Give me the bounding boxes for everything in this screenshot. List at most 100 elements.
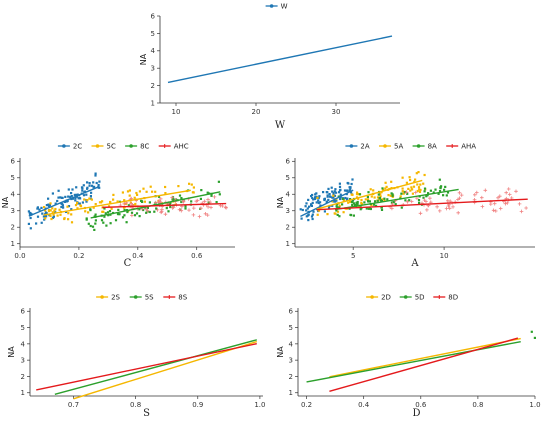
data-point bbox=[349, 198, 352, 201]
y-tick-label: 2 bbox=[11, 224, 15, 232]
data-point bbox=[368, 206, 371, 209]
data-point bbox=[358, 193, 362, 196]
legend-swatch-marker bbox=[95, 144, 100, 148]
data-point bbox=[94, 222, 97, 225]
data-point bbox=[514, 189, 518, 194]
data-point bbox=[416, 189, 419, 193]
legend-swatch-marker bbox=[349, 144, 354, 148]
data-point bbox=[200, 189, 203, 192]
data-point bbox=[368, 200, 371, 203]
data-point bbox=[339, 197, 342, 201]
y-axis-label: NA bbox=[276, 346, 285, 358]
data-point bbox=[427, 192, 430, 195]
data-point bbox=[349, 186, 352, 189]
data-point bbox=[507, 192, 512, 197]
x-tick-label: 30 bbox=[332, 108, 341, 116]
y-tick-label: 3 bbox=[21, 357, 25, 365]
data-point bbox=[383, 197, 386, 200]
data-point bbox=[67, 188, 70, 191]
data-point bbox=[314, 196, 317, 199]
data-point bbox=[366, 198, 370, 201]
data-point bbox=[336, 213, 339, 216]
data-point bbox=[153, 200, 158, 205]
legend-item: 2A bbox=[345, 143, 370, 151]
y-tick-label: 4 bbox=[289, 340, 294, 348]
data-point bbox=[138, 208, 141, 211]
data-point bbox=[109, 213, 112, 216]
legend-item: AHA bbox=[446, 143, 476, 151]
data-point bbox=[310, 204, 313, 207]
data-point bbox=[110, 207, 113, 210]
data-point bbox=[472, 198, 477, 202]
data-point bbox=[135, 191, 138, 195]
data-point bbox=[418, 190, 422, 193]
data-point bbox=[212, 195, 217, 199]
data-point bbox=[53, 209, 56, 212]
legend-item: AHC bbox=[158, 143, 189, 151]
data-point bbox=[93, 228, 96, 231]
data-point bbox=[35, 222, 38, 225]
data-point bbox=[426, 194, 429, 197]
legend-swatch-marker bbox=[129, 144, 133, 148]
data-point bbox=[422, 196, 425, 199]
data-point bbox=[107, 214, 110, 217]
data-point bbox=[84, 210, 87, 213]
data-point bbox=[123, 214, 126, 217]
data-point bbox=[48, 204, 51, 207]
legend-label: 8C bbox=[140, 143, 149, 151]
x-tick-label: 0.4 bbox=[132, 252, 144, 260]
data-point bbox=[326, 195, 329, 198]
data-point bbox=[209, 205, 213, 210]
data-point bbox=[56, 199, 59, 203]
data-point bbox=[342, 199, 345, 202]
data-point bbox=[44, 217, 47, 220]
data-point bbox=[369, 207, 372, 211]
data-point bbox=[47, 209, 51, 212]
data-point bbox=[136, 193, 139, 196]
data-point bbox=[409, 189, 412, 192]
trend-line-8d bbox=[329, 337, 519, 393]
data-point bbox=[314, 197, 317, 201]
x-axis-label: S bbox=[143, 408, 150, 419]
y-tick-label: 3 bbox=[11, 207, 15, 215]
y-axis-label: NA bbox=[1, 196, 10, 208]
y-tick-label: 1 bbox=[21, 389, 25, 397]
data-point bbox=[121, 191, 124, 194]
data-point bbox=[94, 219, 97, 222]
data-point bbox=[457, 196, 462, 200]
data-point bbox=[329, 195, 332, 198]
data-point bbox=[85, 218, 88, 221]
data-point bbox=[73, 193, 76, 196]
data-point bbox=[503, 201, 508, 206]
data-point bbox=[155, 207, 158, 210]
y-tick-label: 6 bbox=[289, 308, 294, 316]
data-point bbox=[47, 203, 50, 206]
data-point bbox=[118, 213, 121, 216]
data-point bbox=[63, 200, 66, 203]
data-point bbox=[300, 217, 303, 220]
data-point bbox=[338, 204, 341, 207]
data-point bbox=[323, 210, 326, 213]
x-tick-label: 0.6 bbox=[191, 252, 203, 260]
data-point bbox=[81, 187, 84, 190]
legend-item: 5A bbox=[379, 143, 403, 151]
data-point bbox=[169, 205, 172, 209]
legend-item: 5C bbox=[91, 143, 116, 151]
legend-swatch-marker bbox=[450, 144, 455, 148]
data-point bbox=[36, 207, 39, 210]
data-point bbox=[315, 196, 318, 199]
data-point bbox=[480, 195, 484, 200]
data-point bbox=[159, 197, 163, 201]
data-point bbox=[180, 200, 183, 204]
data-point bbox=[416, 183, 419, 186]
y-tick-label: 2 bbox=[286, 224, 290, 232]
data-point bbox=[86, 187, 89, 190]
data-point bbox=[386, 198, 389, 201]
legend-label: 2S bbox=[111, 294, 120, 302]
y-tick-label: 4 bbox=[11, 191, 16, 199]
data-point bbox=[76, 193, 79, 196]
legend: 2C 5C 8C AHC bbox=[57, 143, 189, 151]
data-point bbox=[425, 195, 428, 198]
data-point bbox=[404, 190, 409, 194]
data-point bbox=[43, 218, 46, 221]
